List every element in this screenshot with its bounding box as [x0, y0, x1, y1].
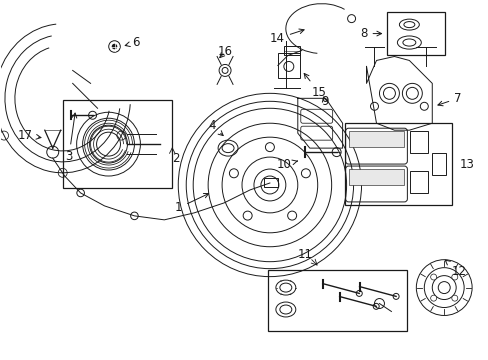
- Text: 5: 5: [0, 359, 1, 360]
- Text: 15: 15: [304, 73, 326, 99]
- Circle shape: [265, 143, 274, 152]
- Text: 17: 17: [18, 129, 41, 142]
- Circle shape: [229, 169, 238, 178]
- Bar: [348, 131, 404, 147]
- Circle shape: [430, 295, 436, 301]
- Bar: [386, 12, 444, 55]
- Bar: [348, 169, 404, 185]
- Text: 10: 10: [276, 158, 297, 171]
- Text: 1: 1: [174, 193, 208, 215]
- Text: 2: 2: [172, 152, 180, 165]
- Text: 14: 14: [269, 29, 304, 45]
- Text: 6: 6: [125, 36, 140, 49]
- Bar: [431, 153, 446, 175]
- Bar: [277, 54, 299, 78]
- Text: 12: 12: [444, 260, 465, 278]
- Circle shape: [243, 211, 252, 220]
- Circle shape: [451, 295, 457, 301]
- Bar: [344, 123, 451, 205]
- Circle shape: [287, 211, 296, 220]
- Circle shape: [451, 274, 457, 280]
- Text: 11: 11: [297, 248, 312, 261]
- Bar: [409, 171, 427, 193]
- Bar: [267, 270, 407, 332]
- Text: 7: 7: [437, 92, 461, 106]
- Text: 9: 9: [320, 95, 328, 108]
- Circle shape: [261, 176, 278, 194]
- Bar: [62, 100, 172, 188]
- Text: 8: 8: [360, 27, 381, 40]
- Text: 3: 3: [65, 113, 77, 163]
- Bar: [264, 178, 277, 187]
- Text: 16: 16: [217, 45, 232, 58]
- Text: 4: 4: [208, 119, 223, 136]
- Bar: [283, 45, 299, 55]
- Circle shape: [430, 274, 436, 280]
- Circle shape: [111, 44, 117, 49]
- Text: 13: 13: [459, 158, 474, 171]
- Circle shape: [301, 169, 310, 178]
- Bar: [409, 131, 427, 153]
